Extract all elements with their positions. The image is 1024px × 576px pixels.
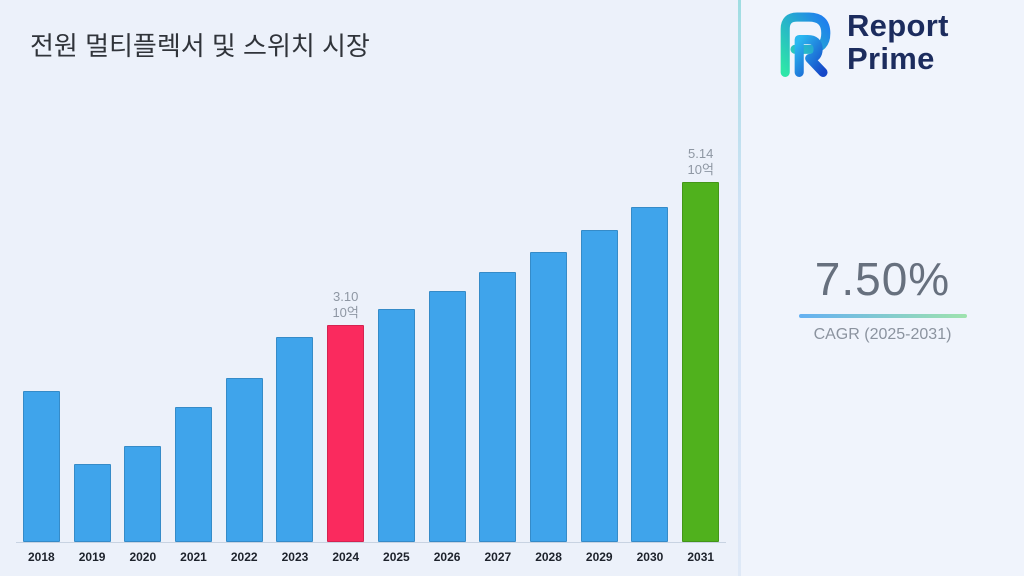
bar-column bbox=[625, 207, 676, 542]
x-axis-label-2025: 2025 bbox=[383, 550, 410, 564]
bar-2029 bbox=[580, 230, 618, 542]
logo-word-report: Report bbox=[847, 8, 949, 44]
x-axis-label-2021: 2021 bbox=[180, 550, 207, 564]
bar-column: 3.10 10억 bbox=[320, 289, 371, 542]
bar-column bbox=[472, 272, 523, 542]
x-axis-label-2028: 2028 bbox=[535, 550, 562, 564]
bar-2018 bbox=[22, 391, 60, 542]
x-axis-label-2026: 2026 bbox=[433, 550, 461, 564]
bar-column bbox=[574, 230, 625, 542]
bar-column bbox=[219, 378, 270, 542]
bar-column: 5.14 10억 bbox=[675, 146, 726, 542]
bar-2019 bbox=[73, 464, 111, 542]
bar-value-label: 3.10 10억 bbox=[332, 289, 359, 320]
bar-2025 bbox=[377, 309, 415, 542]
x-axis-label-2020: 2020 bbox=[129, 550, 157, 564]
bars-row: 3.10 10억 5.14 10억 bbox=[16, 128, 726, 543]
x-axis-label-2024: 2024 bbox=[332, 550, 360, 564]
x-axis-label-2018: 2018 bbox=[28, 550, 55, 564]
bar-2027 bbox=[479, 272, 517, 542]
x-axis-label-2023: 2023 bbox=[281, 550, 309, 564]
bar-column bbox=[371, 309, 422, 542]
bar-2023 bbox=[276, 337, 314, 542]
side-panel: Report Prime 7.50% CAGR (2025-2031) bbox=[741, 0, 1024, 576]
x-axis-label-2030: 2030 bbox=[636, 550, 664, 564]
bar-column bbox=[168, 407, 219, 542]
report-prime-logo: Report Prime bbox=[767, 8, 949, 78]
bar-column bbox=[67, 464, 118, 542]
bar-column bbox=[16, 391, 67, 542]
x-axis-label-2029: 2029 bbox=[585, 550, 613, 564]
x-axis-label-2022: 2022 bbox=[230, 550, 258, 564]
logo-word-prime: Prime bbox=[847, 41, 935, 76]
bar-2021 bbox=[175, 407, 213, 542]
x-axis-label-2027: 2027 bbox=[484, 550, 512, 564]
accent-underline bbox=[798, 314, 967, 318]
bar-2024 bbox=[327, 325, 365, 542]
bar-column bbox=[270, 337, 321, 542]
bar-value-label: 5.14 10억 bbox=[687, 146, 714, 177]
bar-2022 bbox=[225, 378, 263, 542]
bar-column bbox=[422, 291, 473, 542]
bar-2026 bbox=[428, 291, 466, 542]
bar-2031 bbox=[682, 182, 720, 542]
cagr-label: CAGR (2025-2031) bbox=[813, 326, 952, 343]
bar-2028 bbox=[530, 252, 568, 542]
bar-column bbox=[117, 446, 168, 542]
x-axis: 2018 2019 2020 2021 2022 2023 2024 2025 2026 2027… bbox=[16, 543, 726, 564]
bar-chart: 3.10 10억 5.14 10억 2018 2019 2020 2021 2022 2023 2… bbox=[16, 128, 726, 564]
bar-2020 bbox=[124, 446, 162, 542]
cagr-value: 7.50% bbox=[814, 253, 951, 305]
cagr-block: 7.50% CAGR (2025-2031) bbox=[741, 252, 1024, 344]
bar-column bbox=[523, 252, 574, 542]
logo-wordmark: Report Prime bbox=[847, 10, 949, 75]
bar-2030 bbox=[631, 207, 669, 542]
page-title: 전원 멀티플렉서 및 스위치 시장 bbox=[30, 31, 370, 62]
vertical-divider bbox=[738, 0, 741, 576]
x-axis-label-2031: 2031 bbox=[687, 550, 715, 564]
report-prime-logo-icon bbox=[780, 12, 831, 77]
x-axis-label-2019: 2019 bbox=[78, 550, 106, 564]
